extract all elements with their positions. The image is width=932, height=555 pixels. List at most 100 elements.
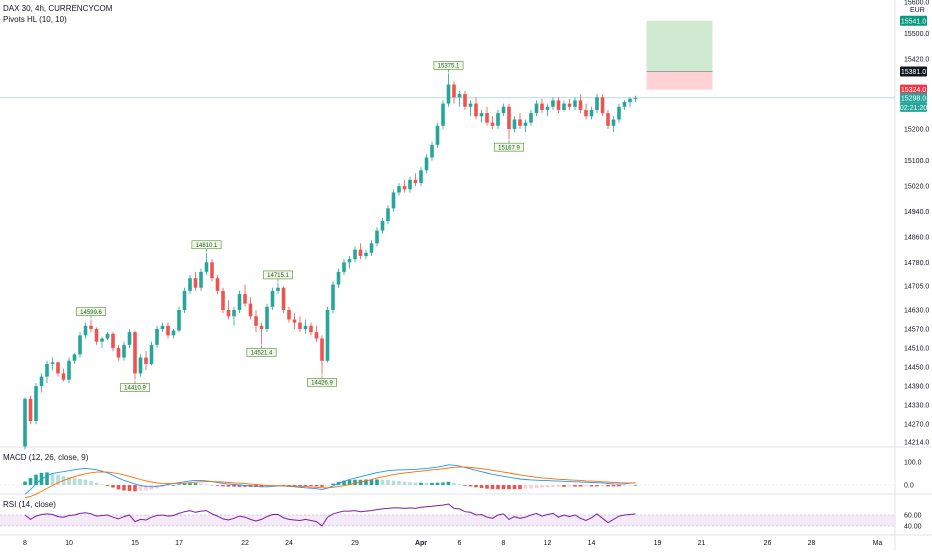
candle-body [358, 249, 363, 256]
pivot-label: 14715.1 [267, 273, 289, 279]
macd-histogram-bar [160, 485, 165, 488]
macd-histogram-bar [166, 485, 170, 486]
macd-histogram-bar [529, 485, 533, 489]
price-tick-label: 14330.0 [904, 403, 929, 410]
macd-histogram-bar [188, 483, 192, 485]
macd-histogram-bar [435, 482, 440, 485]
candle-body [364, 252, 368, 256]
pivot-box [433, 61, 464, 70]
price-tick-label: 14780.0 [904, 260, 929, 267]
macd-histogram-bar [122, 485, 126, 491]
candle-body [89, 325, 93, 329]
candle-body [254, 316, 258, 326]
macd-histogram-bar [309, 485, 313, 487]
macd-histogram-bar [237, 485, 242, 487]
candle-body [617, 106, 621, 120]
macd-histogram-bar [463, 485, 467, 486]
time-tick-label: Ma [873, 540, 883, 547]
candle-body [144, 357, 148, 364]
macd-histogram-bar [391, 480, 396, 485]
candle-body [331, 284, 335, 310]
macd-histogram-bar [474, 485, 478, 488]
time-tick-label: 17 [175, 540, 183, 547]
candle-body [573, 100, 577, 107]
candle-body [457, 94, 462, 98]
macd-histogram-bar [23, 481, 27, 485]
macd-histogram-bar [342, 480, 346, 485]
time-tick-label: 8 [502, 540, 506, 547]
macd-histogram-bar [116, 485, 121, 490]
macd-histogram-bar [292, 485, 297, 486]
candle-body [347, 259, 352, 263]
macd-histogram-bar [182, 483, 187, 485]
macd-histogram-bar [402, 481, 407, 485]
time-tick-label: 22 [241, 540, 249, 547]
macd-histogram-bar [567, 485, 572, 487]
macd-histogram-bar [562, 485, 566, 487]
candle-body [474, 103, 478, 117]
candle-body [435, 125, 440, 145]
candle-body [446, 84, 451, 104]
rsi-legend: RSI (14, close) [3, 500, 56, 509]
candle-body [188, 278, 192, 291]
price-tick-label: 15600.0 [904, 0, 929, 7]
candle-body [199, 271, 203, 288]
candle-body [529, 113, 533, 123]
macd-histogram-bar [89, 481, 93, 485]
candle-body [551, 100, 555, 107]
pivot-label: 14521.4 [251, 351, 273, 357]
candle-body [292, 319, 297, 323]
rsi-pane: 60.00 40.00 [0, 503, 922, 531]
macd-histogram-bar [138, 485, 143, 491]
countdown-tag [900, 102, 927, 112]
candle-body [325, 309, 330, 361]
macd-histogram-bar [468, 485, 473, 487]
candle-body [221, 290, 225, 310]
macd-histogram-bar [386, 479, 390, 485]
candle-body [259, 325, 264, 329]
price-tick-label: 15100.0 [904, 158, 929, 165]
pivot-box [120, 383, 150, 392]
price-tag-label: 15541.0 [901, 18, 926, 25]
candle-body [149, 344, 154, 364]
macd-histogram-bar [254, 485, 258, 487]
candle-body [39, 376, 44, 387]
price-tick-label: 14940.0 [904, 209, 929, 216]
macd-histogram-bar [611, 485, 616, 487]
macd-histogram-bar [177, 484, 181, 486]
price-tick-label: 14450.0 [904, 365, 929, 372]
macd-histogram-bar [215, 485, 220, 486]
stop-zone [646, 71, 713, 90]
price-tick-label: 14630.0 [904, 307, 929, 314]
macd-histogram-bar [369, 479, 374, 485]
candle-body [595, 97, 599, 110]
macd-tick-label: 0.0 [904, 483, 914, 490]
candle-body [193, 278, 198, 288]
rsi-tick-label: 40.00 [904, 524, 922, 531]
price-tag-label: 15324.0 [901, 87, 926, 94]
pivot-label: 15375.1 [438, 64, 460, 70]
macd-histogram-bar [441, 482, 445, 485]
price-tag-label: 15298.0 [901, 95, 926, 102]
candle-body [518, 119, 522, 126]
candle-body [34, 386, 38, 422]
macd-histogram-bar [45, 472, 49, 485]
price-axis: 15600.0 15500.0 15420.0 15200.0 15100.0 15020… [904, 0, 929, 447]
symbol-legend: DAX 30, 4h, CURRENCYCOM [3, 4, 113, 13]
macd-histogram-bar [232, 485, 236, 487]
candle-body [606, 113, 610, 126]
macd-histogram-bar [573, 485, 577, 487]
macd-histogram-bar [56, 474, 60, 485]
price-tick-label: 14510.0 [904, 346, 929, 353]
currency-label: EUR [910, 7, 925, 14]
candles [23, 73, 638, 450]
candle-body [61, 373, 66, 380]
candle-body [353, 249, 357, 260]
macd-histogram-bar [419, 482, 423, 485]
candle-body [408, 179, 412, 190]
macd-histogram-bar [551, 485, 555, 488]
macd-histogram-bar [303, 485, 308, 487]
macd-histogram-bar [408, 482, 412, 485]
